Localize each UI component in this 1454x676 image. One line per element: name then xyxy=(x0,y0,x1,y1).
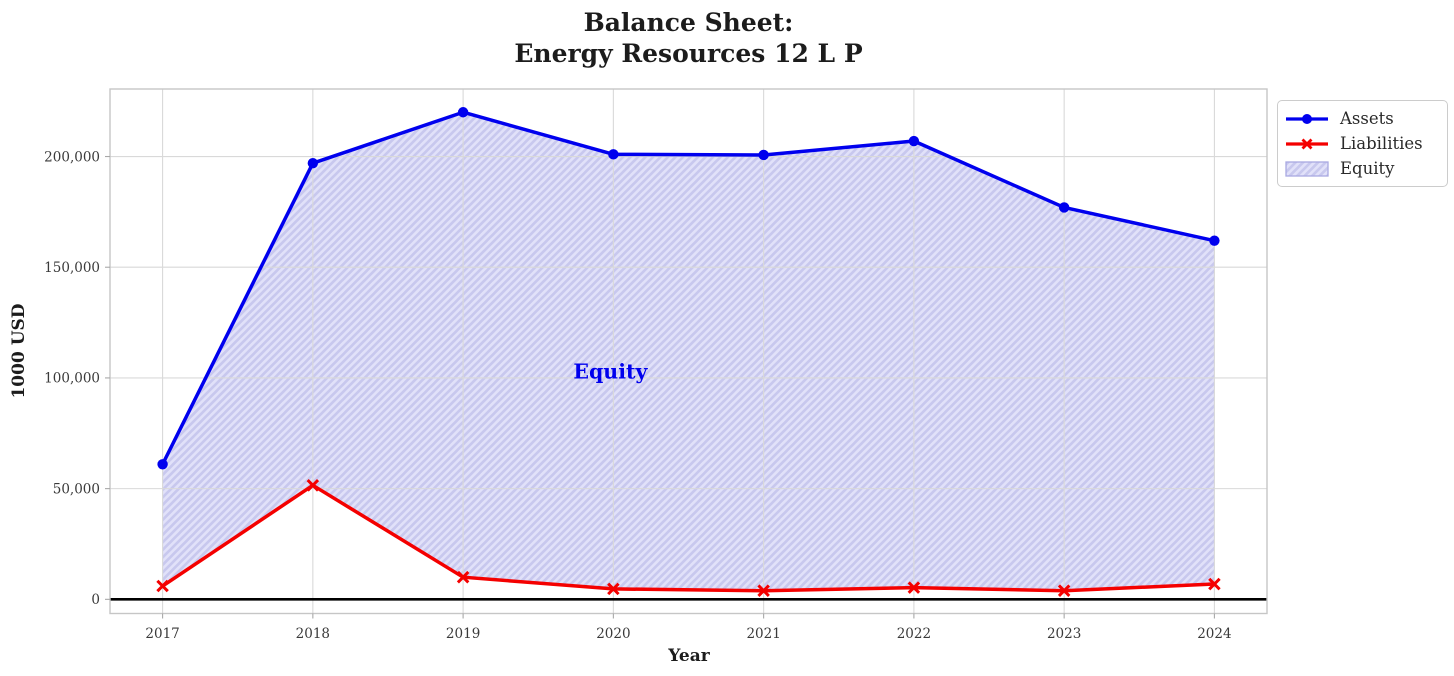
x-tick-label: 2023 xyxy=(1047,626,1081,642)
x-tick-label: 2024 xyxy=(1197,626,1231,642)
plot-border xyxy=(109,88,1268,615)
liabilities-line xyxy=(161,483,1215,593)
chart-title-line1: Balance Sheet: xyxy=(583,8,794,37)
legend-hatch-swatch xyxy=(1285,160,1329,177)
liabilities-line-icon xyxy=(1284,134,1330,154)
legend-label-assets: Assets xyxy=(1340,109,1394,128)
legend-label-equity: Equity xyxy=(1340,159,1395,178)
liabilities-marker xyxy=(1057,584,1071,597)
liabilities-marker xyxy=(907,581,921,594)
assets-marker xyxy=(1058,202,1070,213)
y-tick-label: 50,000 xyxy=(53,481,100,497)
equity-area xyxy=(162,112,1215,591)
legend-item-assets: Assets xyxy=(1284,109,1441,129)
liabilities-marker xyxy=(607,582,620,596)
assets-marker xyxy=(758,149,769,161)
legend: Assets Liabilities Equity xyxy=(1277,100,1448,187)
y-axis-label: 1000 USD xyxy=(9,303,29,399)
x-tick-label: 2018 xyxy=(296,626,330,642)
x-tick-label: 2020 xyxy=(596,626,630,642)
y-tick-label: 0 xyxy=(91,592,100,608)
x-tick-label: 2017 xyxy=(145,626,179,642)
x-axis-label: Year xyxy=(668,646,710,666)
legend-label-liabilities: Liabilities xyxy=(1340,134,1423,153)
assets-marker xyxy=(157,459,168,470)
y-tick-label: 200,000 xyxy=(44,149,100,165)
assets-line-icon xyxy=(1284,109,1330,129)
equity-annotation: Equity xyxy=(573,359,648,383)
legend-circle-marker xyxy=(1302,113,1312,124)
y-tick-label: 100,000 xyxy=(44,371,100,387)
x-tick-label: 2019 xyxy=(446,626,480,642)
legend-item-liabilities: Liabilities xyxy=(1284,134,1441,154)
x-tick-label: 2022 xyxy=(897,626,931,642)
legend-item-equity: Equity xyxy=(1284,159,1441,179)
assets-marker xyxy=(608,149,619,160)
x-tick-label: 2021 xyxy=(746,626,780,642)
assets-marker xyxy=(1209,235,1220,246)
liabilities-marker xyxy=(306,479,320,492)
legend-x-marker xyxy=(1301,138,1313,149)
chart-title: Balance Sheet: Energy Resources 12 L P xyxy=(0,7,1377,69)
liabilities-marker xyxy=(757,584,770,597)
chart-title-line2: Energy Resources 12 L P xyxy=(514,39,863,68)
liabilities-marker xyxy=(156,579,169,593)
assets-marker xyxy=(908,135,920,147)
assets-marker xyxy=(457,107,469,118)
equity-patch-icon xyxy=(1284,159,1330,179)
y-tick-label: 150,000 xyxy=(44,260,100,276)
assets-marker xyxy=(307,157,319,169)
assets-line xyxy=(161,110,1215,466)
liabilities-marker xyxy=(456,570,470,584)
liabilities-marker xyxy=(1208,577,1221,591)
